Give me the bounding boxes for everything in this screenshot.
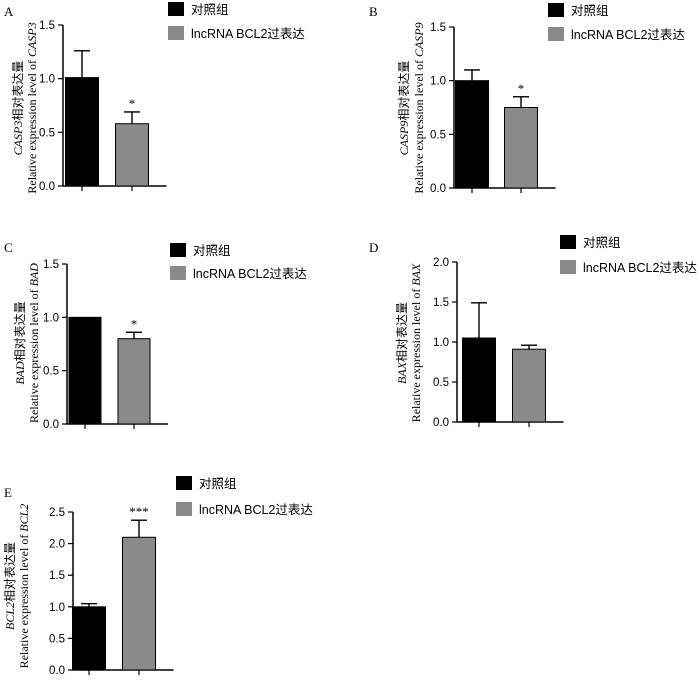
legend-swatch xyxy=(170,243,186,257)
y-axis-label-gene: CASP9 xyxy=(397,121,411,156)
chart-panel-c: C 0.0 0.5 1.0 1.5 * 对照组 lncRNA BCL2过表达 BAD相对表达量 R… xyxy=(4,240,307,431)
legend-label: 对照组 xyxy=(571,4,609,18)
chart-panel-b: B 0.0 0.5 1.0 1.5 * 对照组 lncRNA BCL2过表达 CASP9相对表达… xyxy=(369,3,685,195)
legend-label: lncRNA BCL2过表达 xyxy=(571,28,685,42)
y-axis-label-suffix: 相对表达量 xyxy=(395,302,409,362)
legend-swatch xyxy=(176,502,192,516)
y-axis-label-en: Relative expression level of CASP3 xyxy=(25,22,39,193)
bar-overexpression xyxy=(512,348,546,423)
y-tick-label: 0.5 xyxy=(43,366,59,378)
y-axis-label-gene: BAX xyxy=(409,263,423,286)
panel-label: C xyxy=(4,240,13,255)
legend-label: lncRNA BCL2过表达 xyxy=(583,261,697,275)
legend-label: lncRNA BCL2过表达 xyxy=(199,503,313,517)
y-tick-label: 1.5 xyxy=(49,570,65,582)
bar-overexpression xyxy=(115,123,149,187)
y-tick-label: 0.5 xyxy=(49,633,65,645)
legend-swatch xyxy=(168,2,184,16)
y-tick-label: 0.0 xyxy=(43,419,59,431)
y-axis-label-cn: BAX相对表达量 xyxy=(395,302,409,384)
y-tick-label: 1.0 xyxy=(43,312,59,324)
y-tick-label: 1.0 xyxy=(430,76,446,88)
y-tick-label: 0.5 xyxy=(430,129,446,141)
y-axis-label-prefix: Relative expression level of xyxy=(412,57,426,194)
y-tick-label: 2.5 xyxy=(49,507,65,519)
y-tick-label: 1.0 xyxy=(39,74,55,86)
y-axis-label-cn: CASP3相对表达量 xyxy=(11,61,25,156)
y-axis-label-prefix: Relative expression level of xyxy=(409,286,423,423)
y-axis-label-gene: BAD xyxy=(13,361,27,385)
y-axis-label-cn: CASP9相对表达量 xyxy=(397,61,411,156)
panel-label: E xyxy=(4,485,12,500)
panel-label: A xyxy=(4,4,14,19)
y-tick-label: 1.5 xyxy=(39,20,55,32)
y-axis-label-en: Relative expression level of BAD xyxy=(27,263,41,423)
legend-label: 对照组 xyxy=(583,236,621,250)
y-axis-label-gene: CASP3 xyxy=(25,22,39,57)
y-axis-label-en: Relative expression level of BCL2 xyxy=(17,504,31,669)
y-axis-label-en: Relative expression level of CASP9 xyxy=(412,22,426,193)
y-tick-label: 1.0 xyxy=(433,337,449,349)
bar-control xyxy=(72,606,106,671)
significance-marker: * xyxy=(131,316,138,331)
y-tick-label: 2.0 xyxy=(433,257,449,269)
legend-swatch xyxy=(168,26,184,40)
panel-label: B xyxy=(369,4,378,19)
y-tick-label: 2.0 xyxy=(49,539,65,551)
legend-swatch xyxy=(548,3,564,17)
panel-label: D xyxy=(369,240,378,255)
y-axis-label-suffix: 相对表达量 xyxy=(3,542,17,602)
y-axis-label-suffix: 相对表达量 xyxy=(397,61,411,121)
y-axis-label-gene: BAD xyxy=(27,263,41,287)
y-axis-label-suffix: 相对表达量 xyxy=(11,61,25,121)
legend-label: 对照组 xyxy=(191,3,229,17)
bar-control xyxy=(65,77,99,187)
y-axis-label-suffix: 相对表达量 xyxy=(13,301,27,361)
y-tick-label: 0.0 xyxy=(430,183,446,195)
y-tick-label: 0.0 xyxy=(39,181,55,193)
bar-overexpression xyxy=(117,338,151,425)
y-axis-label-prefix: Relative expression level of xyxy=(27,286,41,423)
y-axis-label-cn: BAD相对表达量 xyxy=(13,301,27,384)
chart-panel-a: A 0.0 0.5 1.0 1.5 * 对照组 lncRNA BCL2过表达 CASP3相对表达… xyxy=(4,2,305,194)
y-axis-label-cn: BCL2相对表达量 xyxy=(3,542,17,630)
y-axis-label-gene: CASP9 xyxy=(412,22,426,57)
legend-swatch xyxy=(176,476,192,490)
y-tick-label: 0.0 xyxy=(433,417,449,429)
significance-marker: *** xyxy=(129,504,149,519)
legend-label: lncRNA BCL2过表达 xyxy=(191,27,305,41)
y-tick-label: 0.5 xyxy=(433,377,449,389)
y-tick-label: 1.5 xyxy=(43,259,59,271)
legend-swatch xyxy=(560,260,576,274)
y-tick-label: 1.0 xyxy=(49,602,65,614)
y-axis-label-gene: BAX xyxy=(395,361,409,384)
y-axis-label-prefix: Relative expression level of xyxy=(17,532,31,669)
y-tick-label: 0.5 xyxy=(39,127,55,139)
legend-label: 对照组 xyxy=(193,244,231,258)
y-axis-label-prefix: Relative expression level of xyxy=(25,57,39,194)
significance-marker: * xyxy=(518,81,525,96)
y-tick-label: 0.0 xyxy=(49,665,65,677)
y-tick-label: 1.5 xyxy=(433,297,449,309)
y-axis-label-gene: BCL2 xyxy=(17,504,31,532)
significance-marker: * xyxy=(129,96,136,111)
y-axis-label-gene: BCL2 xyxy=(3,602,17,630)
bar-control xyxy=(455,80,489,189)
legend-label: 对照组 xyxy=(199,477,237,491)
legend-swatch xyxy=(560,235,576,249)
bar-overexpression xyxy=(504,107,538,189)
y-axis-label-en: Relative expression level of BAX xyxy=(409,263,423,422)
legend-label: lncRNA BCL2过表达 xyxy=(193,267,307,281)
bar-overexpression xyxy=(122,536,156,671)
y-tick-label: 1.5 xyxy=(430,22,446,34)
bar-control xyxy=(462,337,496,423)
chart-panel-e: E 0.0 0.5 1.0 1.5 2.0 2.5 *** 对照组 lncRNA BCL2过表达 B… xyxy=(3,476,313,677)
y-axis-label-gene: CASP3 xyxy=(11,121,25,156)
legend-swatch xyxy=(170,266,186,280)
legend-swatch xyxy=(548,27,564,41)
bar-control xyxy=(68,316,102,425)
